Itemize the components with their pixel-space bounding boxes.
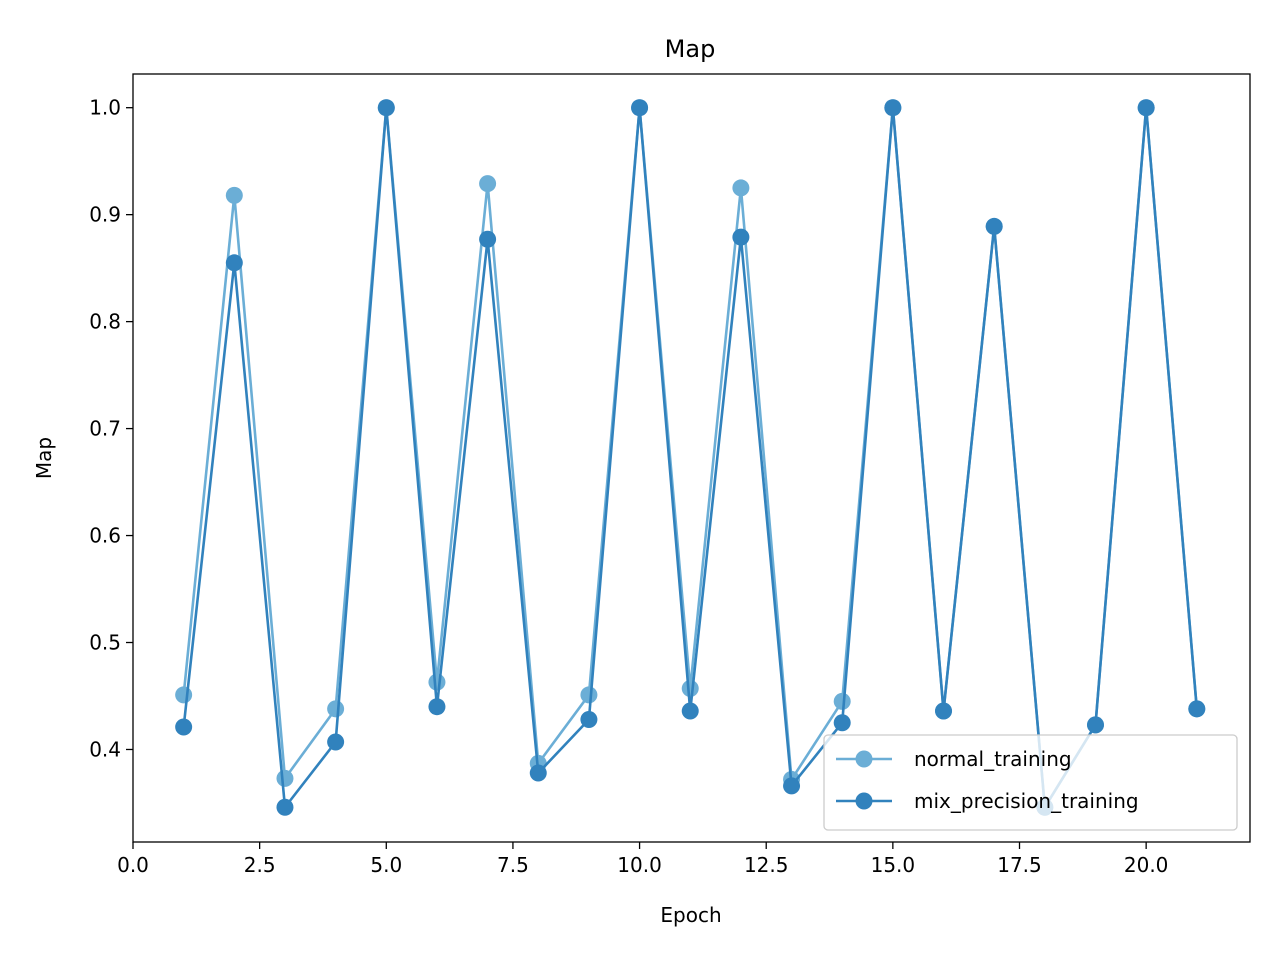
data-point [428,673,446,691]
plot-area [175,99,1206,816]
data-point [935,702,953,720]
legend-label: mix_precision_training [914,789,1139,813]
data-point [377,99,395,117]
data-point [732,179,750,197]
data-point [327,700,345,718]
legend-box [823,734,1238,831]
data-point [783,777,801,795]
data-point [580,686,598,704]
x-axis-label: Epoch [660,903,721,927]
data-point [732,228,750,246]
y-tick-label: 0.4 [89,737,121,761]
x-tick-label: 7.5 [497,853,529,877]
y-tick-label: 0.8 [89,310,121,334]
x-tick-label: 0.0 [117,853,149,877]
data-point [681,702,699,720]
x-tick-label: 10.0 [617,853,662,877]
data-point [225,254,243,272]
data-point [833,714,851,732]
axes-frame [132,73,1251,843]
series-mix-precision-training [175,99,1206,816]
data-point [833,692,851,710]
legend-swatch-marker [855,750,873,768]
data-point [580,711,598,729]
legend: normal_training mix_precision_training [823,734,1238,831]
data-point [884,99,902,117]
y-tick-label: 0.5 [89,631,121,655]
data-point [175,718,193,736]
data-point [1137,99,1155,117]
data-point [631,99,649,117]
data-point [681,680,699,698]
x-tick-label: 5.0 [370,853,402,877]
data-point [276,798,294,816]
data-point [985,217,1003,235]
x-tick-label: 15.0 [871,853,916,877]
y-tick-label: 1.0 [89,96,121,120]
y-tick-label: 0.6 [89,524,121,548]
chart-title: Map [665,35,716,63]
legend-label: normal_training [914,747,1072,771]
x-tick-label: 20.0 [1124,853,1169,877]
y-tick-label: 0.9 [89,203,121,227]
data-point [1188,700,1206,718]
x-axis: 0.0 2.5 5.0 7.5 10.0 12.5 15.0 17.5 20.0 [117,842,1168,877]
x-tick-label: 2.5 [244,853,276,877]
data-point [1086,716,1104,734]
y-axis-label: Map [32,437,56,479]
data-point [428,698,446,716]
y-axis: 0.4 0.5 0.6 0.7 0.8 0.9 1.0 [89,96,133,761]
data-point [479,175,497,193]
x-tick-label: 17.5 [997,853,1042,877]
data-point [225,186,243,204]
data-point [529,764,547,782]
data-point [175,686,193,704]
legend-swatch-marker [855,792,873,810]
data-point [276,769,294,787]
data-point [327,733,345,751]
x-tick-label: 12.5 [744,853,789,877]
y-tick-label: 0.7 [89,417,121,441]
data-point [479,230,497,248]
